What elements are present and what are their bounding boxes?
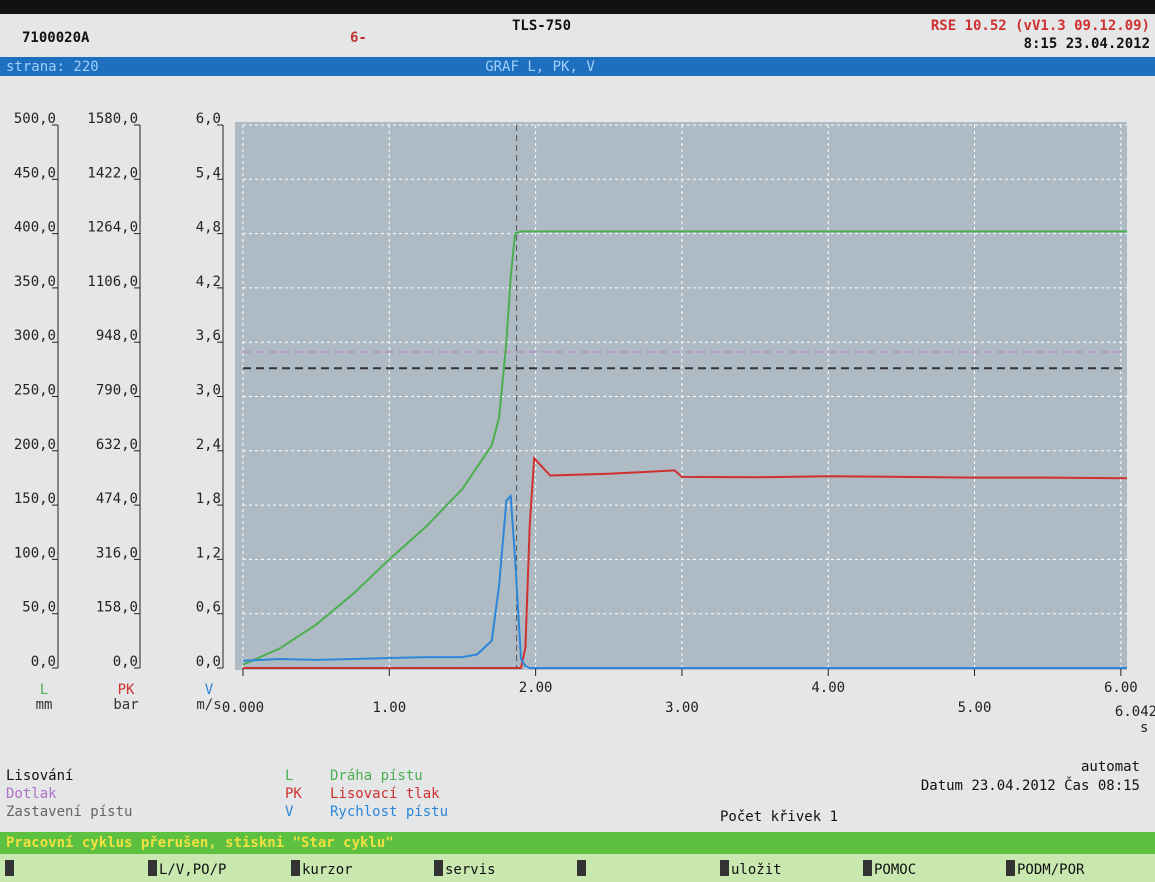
x-end-label: 6.042	[1115, 704, 1155, 720]
fkey[interactable]: POMOC	[874, 862, 916, 878]
y-tick-label: 1106,0	[87, 274, 138, 290]
y-tick-label: 0,0	[113, 654, 138, 670]
y-tick-label: 250,0	[14, 383, 56, 399]
fkey-icon	[291, 860, 300, 876]
fkey[interactable]: uložit	[731, 862, 782, 878]
legend-symbol: V	[285, 804, 294, 820]
fkey-icon	[5, 860, 14, 876]
curves-text: Počet křivek 1	[720, 809, 838, 825]
legend-label: Lisovací tlak	[330, 786, 440, 802]
page: 7100020A 6- TLS-750 RSE 10.52 (vV1.3 09.…	[0, 0, 1155, 882]
axis-unit: m/s	[196, 697, 221, 713]
x-tick-label: 2.00	[519, 680, 553, 696]
fkey[interactable]: L/V,PO/P	[159, 862, 226, 878]
fkey-icon	[577, 860, 586, 876]
y-tick-label: 4,2	[196, 274, 221, 290]
y-tick-label: 1264,0	[87, 220, 138, 236]
page-number: strana: 220	[6, 59, 99, 75]
x-tick-label: 0.000	[222, 700, 264, 716]
legend-label: Rychlost pístu	[330, 804, 448, 820]
y-tick-label: 5,4	[196, 165, 221, 181]
version-text: RSE 10.52 (vV1.3 09.12.09)	[931, 18, 1150, 34]
fkey-icon	[720, 860, 729, 876]
mode-label: Dotlak	[6, 786, 57, 802]
y-tick-label: 1,8	[196, 491, 221, 507]
y-tick-label: 0,6	[196, 600, 221, 616]
mode-label: Zastavení pístu	[6, 804, 132, 820]
axis-label: V	[205, 682, 214, 698]
x-axis-label: s	[1140, 720, 1148, 736]
y-tick-label: 790,0	[96, 383, 138, 399]
y-tick-label: 1580,0	[87, 111, 138, 127]
y-tick-label: 300,0	[14, 328, 56, 344]
y-tick-label: 4,8	[196, 220, 221, 236]
fkey[interactable]: kurzor	[302, 862, 353, 878]
y-tick-label: 400,0	[14, 220, 56, 236]
screen: 7100020A 6- TLS-750 RSE 10.52 (vV1.3 09.…	[0, 0, 1155, 882]
y-tick-label: 200,0	[14, 437, 56, 453]
y-tick-label: 350,0	[14, 274, 56, 290]
legend-symbol: PK	[285, 786, 302, 802]
axis-label: L	[40, 682, 48, 698]
axis-unit: bar	[113, 697, 138, 713]
y-tick-label: 0,0	[31, 654, 56, 670]
status-text: Pracovní cyklus přerušen, stiskni "Star …	[6, 835, 394, 851]
y-tick-label: 500,0	[14, 111, 56, 127]
fkey[interactable]: PODM/POR	[1017, 862, 1085, 878]
fkey-icon	[148, 860, 157, 876]
y-tick-label: 316,0	[96, 545, 138, 561]
y-tick-label: 3,0	[196, 383, 221, 399]
x-tick-label: 4.00	[811, 680, 845, 696]
y-tick-label: 100,0	[14, 545, 56, 561]
clock-text: 8:15 23.04.2012	[1024, 36, 1150, 52]
x-tick-label: 3.00	[665, 700, 699, 716]
key-text: 6-	[350, 30, 367, 46]
y-tick-label: 6,0	[196, 111, 221, 127]
fkey[interactable]: servis	[445, 862, 496, 878]
y-tick-label: 150,0	[14, 491, 56, 507]
fkey-icon	[863, 860, 872, 876]
y-tick-label: 50,0	[22, 600, 56, 616]
y-tick-label: 2,4	[196, 437, 221, 453]
datetime-text: Datum 23.04.2012 Čas 08:15	[921, 776, 1140, 794]
x-tick-label: 6.00	[1104, 680, 1138, 696]
id-text: 7100020A	[22, 30, 90, 46]
y-tick-label: 1422,0	[87, 165, 138, 181]
y-tick-label: 1,2	[196, 545, 221, 561]
x-tick-label: 1.00	[372, 700, 406, 716]
y-tick-label: 158,0	[96, 600, 138, 616]
axis-unit: mm	[36, 697, 53, 713]
mode-text: automat	[1081, 759, 1140, 775]
page-title: GRAF L, PK, V	[485, 59, 595, 75]
legend-label: Dráha pístu	[330, 768, 423, 784]
y-tick-label: 0,0	[196, 654, 221, 670]
x-tick-label: 5.00	[958, 700, 992, 716]
y-tick-label: 450,0	[14, 165, 56, 181]
y-tick-label: 632,0	[96, 437, 138, 453]
y-tick-label: 3,6	[196, 328, 221, 344]
y-tick-label: 474,0	[96, 491, 138, 507]
legend-symbol: L	[285, 768, 293, 784]
mode-label: Lisování	[6, 768, 73, 784]
y-tick-label: 948,0	[96, 328, 138, 344]
fkey-icon	[1006, 860, 1015, 876]
fkey-icon	[434, 860, 443, 876]
axis-label: PK	[118, 682, 135, 698]
machine-text: TLS-750	[512, 18, 571, 34]
